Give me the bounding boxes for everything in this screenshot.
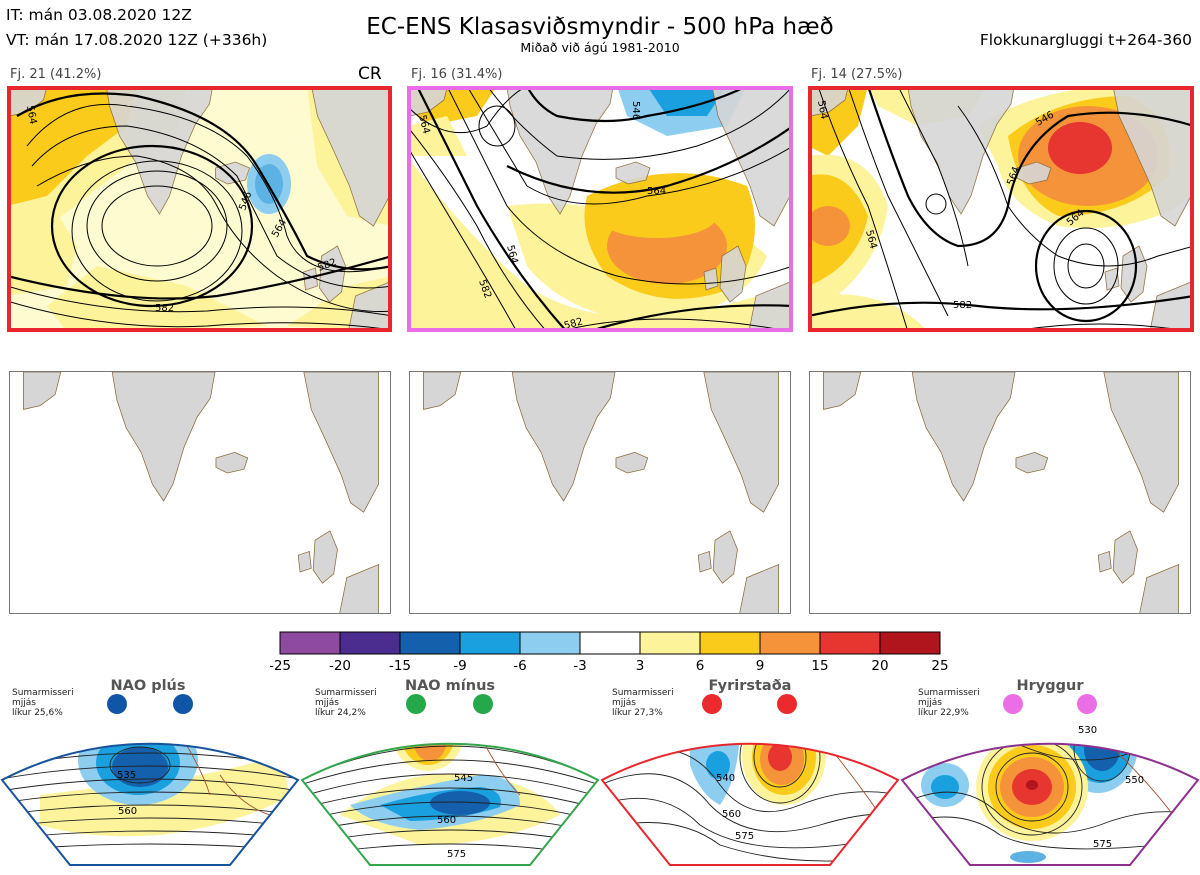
- regime-contour-label: 535: [117, 770, 136, 781]
- regime-dot: [173, 694, 193, 714]
- colorbar-tick-label: -20: [329, 658, 351, 674]
- regime-contour-label: 540: [716, 773, 735, 784]
- colorbar-swatch: [279, 631, 341, 655]
- page-subtitle: Miðað við ágú 1981-2010: [520, 40, 680, 55]
- regime-note-2: Sumarmisseri mjjás líkur 24,2%: [315, 688, 377, 718]
- regime-contour-label: 560: [118, 806, 137, 817]
- colorbar-swatch: [699, 631, 761, 655]
- panel-1-contour-label: 582: [155, 303, 174, 314]
- colorbar-tick-label: -15: [389, 658, 411, 674]
- regime-dot: [702, 694, 722, 714]
- regime-contour-label: 550: [1125, 775, 1144, 786]
- regime-dot: [473, 694, 493, 714]
- panel-2-contour-label: 564: [504, 244, 520, 265]
- valid-time: VT: mán 17.08.2020 12Z (+336h): [6, 31, 268, 49]
- cluster-map-3: 564 546 564 564 564 582: [808, 86, 1194, 332]
- regime-note-3: Sumarmisseri mjjás líkur 27,3%: [612, 688, 674, 718]
- empty-map-2: [409, 371, 791, 614]
- panel-2-contour-label: 564: [647, 186, 666, 197]
- regime-frame: [900, 742, 1200, 866]
- panel-3-label: Fj. 14 (27.5%): [811, 67, 903, 82]
- regime-frame: [0, 742, 300, 866]
- regime-contour-label: 575: [447, 849, 466, 860]
- regime-dot: [1003, 694, 1023, 714]
- colorbar-tick-label: -25: [270, 658, 291, 674]
- regime-dot: [1077, 694, 1097, 714]
- colorbar-tick-label: 15: [811, 658, 828, 674]
- colorbar-swatch: [519, 631, 581, 655]
- colorbar-swatch: [639, 631, 701, 655]
- colorbar-swatch: [399, 631, 461, 655]
- colorbar: -25 -20 -15 -9 -6 -3 3 6 9 15 20 25: [270, 631, 949, 674]
- colorbar-swatch: [459, 631, 521, 655]
- regime-contour-label: 530: [1078, 725, 1097, 736]
- regime-contour-label: 545: [454, 773, 473, 784]
- regime-contour-label: 560: [722, 809, 741, 820]
- regime-contour-label: 575: [735, 831, 754, 842]
- regime-contour-label: 560: [437, 815, 456, 826]
- colorbar-tick-label: 25: [931, 658, 948, 674]
- colorbar-swatch: [759, 631, 821, 655]
- issue-time: IT: mán 03.08.2020 12Z: [6, 6, 192, 24]
- regime-ridge: Hryggur 530 550 575: [900, 678, 1200, 866]
- regime-note-4: Sumarmisseri mjjás líkur 22,9%: [918, 688, 980, 718]
- regime-row: NAO plús 535 560: [0, 675, 1200, 871]
- panel-3-contour-label: 564: [863, 229, 879, 250]
- panel-2-contour-label: 546: [630, 101, 641, 120]
- regime-dot: [777, 694, 797, 714]
- page-title: EC-ENS Klasasviðsmyndir - 500 hPa hæð: [366, 14, 834, 40]
- colorbar-tick-label: 9: [756, 658, 765, 674]
- regime-note-1: Sumarmisseri mjjás líkur 25,6%: [12, 688, 74, 718]
- panel-1-contour-label: 564: [24, 105, 38, 126]
- regime-dot: [107, 694, 127, 714]
- colorbar-tick-label: -6: [513, 658, 526, 674]
- panel-2-label: Fj. 16 (31.4%): [411, 67, 503, 82]
- colorbar-swatch: [579, 631, 641, 655]
- regime-title: Fyrirstaða: [709, 678, 792, 694]
- panel-3-contour-label: 582: [953, 300, 972, 311]
- colorbar-tick-label: 3: [636, 658, 645, 674]
- classification-window: Flokkunargluggi t+264-360: [979, 31, 1192, 49]
- panel-2-contour-label: 564: [416, 114, 432, 135]
- panel-1-tag: CR: [358, 64, 382, 84]
- colorbar-swatch: [819, 631, 881, 655]
- colorbar-tick-label: 20: [871, 658, 888, 674]
- empty-map-1: [9, 371, 391, 614]
- colorbar-tick-label: 6: [696, 658, 705, 674]
- cluster-map-2: 564 546 564 564 582 582: [407, 86, 793, 332]
- panel-2-frame: [407, 86, 793, 332]
- colorbar-tick-label: -3: [573, 658, 586, 674]
- panel-3-frame: [808, 86, 1194, 332]
- panel-3-contour-label: 564: [815, 100, 829, 121]
- regime-title: NAO plús: [110, 678, 185, 694]
- panel-1-frame: [7, 86, 392, 332]
- colorbar-swatch: [339, 631, 401, 655]
- regime-frame: [600, 742, 900, 866]
- regime-title: Hryggur: [1017, 678, 1085, 694]
- panel-1-label: Fj. 21 (41.2%): [10, 67, 102, 82]
- colorbar-swatch: [879, 631, 941, 655]
- regime-dot: [406, 694, 426, 714]
- empty-map-3: [809, 371, 1191, 614]
- regime-frame: [300, 742, 600, 866]
- regime-contour-label: 575: [1093, 839, 1112, 850]
- cluster-map-1: 564 546 564 582 582: [7, 86, 392, 332]
- colorbar-tick-label: -9: [453, 658, 466, 674]
- regime-title: NAO mínus: [405, 678, 495, 694]
